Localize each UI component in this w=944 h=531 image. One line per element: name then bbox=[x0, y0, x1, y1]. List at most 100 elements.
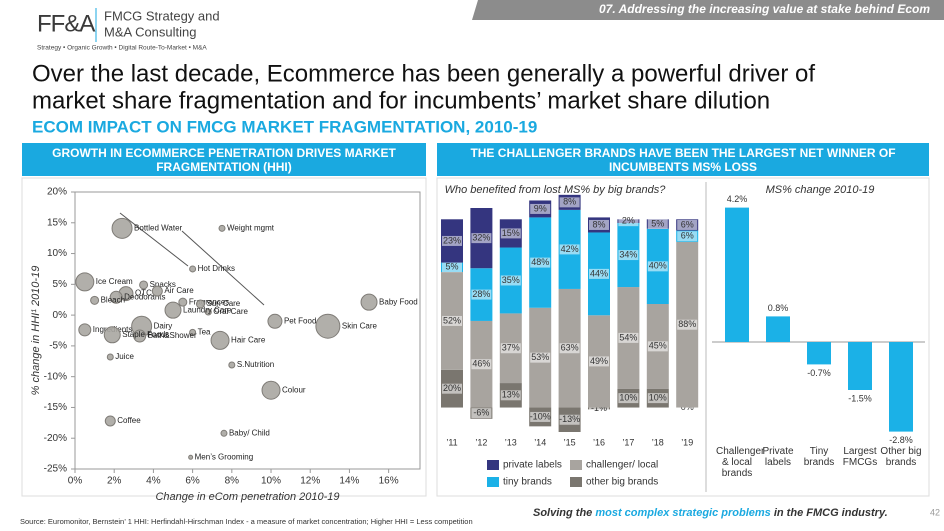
label-box bbox=[559, 244, 580, 255]
value-label: -13% bbox=[559, 414, 580, 424]
value-label: 49% bbox=[590, 356, 608, 366]
bubble-label: Bath&Shower bbox=[148, 331, 197, 340]
label-box bbox=[530, 257, 551, 268]
value-label: 32% bbox=[472, 232, 490, 242]
bubble-label: Juice bbox=[115, 352, 134, 361]
x-tick-label: 4% bbox=[146, 476, 161, 487]
tagline: Strategy • Organic Growth • Digital Rout… bbox=[37, 45, 207, 52]
bubble bbox=[228, 361, 236, 369]
value-label: 53% bbox=[531, 352, 549, 362]
y-axis-label: % change in HHI¹ 2010-19 bbox=[30, 266, 42, 396]
label-box bbox=[471, 359, 492, 370]
tagline-part: Solving the bbox=[533, 507, 595, 519]
bubble-label: Fragrances bbox=[189, 297, 229, 306]
value-label: 5% bbox=[445, 262, 458, 272]
subtitle: ECOM IMPACT ON FMCG MARKET FRAGMENTATION… bbox=[32, 117, 537, 136]
bubble bbox=[151, 285, 163, 297]
legend-swatch bbox=[570, 460, 582, 470]
bubble-label: OTC bbox=[135, 289, 152, 298]
label-box bbox=[677, 231, 698, 242]
bubble bbox=[220, 429, 228, 437]
value-label: 10% bbox=[649, 392, 667, 402]
y-tick-label: -25% bbox=[44, 464, 67, 475]
label-box bbox=[500, 343, 521, 354]
value-label: -10% bbox=[530, 411, 551, 421]
bubble-label: Hair Care bbox=[231, 335, 266, 344]
legend-label: other big brands bbox=[586, 477, 658, 488]
label-box bbox=[589, 219, 609, 230]
label-box bbox=[647, 261, 668, 272]
x-tick-label: ’13 bbox=[505, 437, 517, 447]
x-tick-label: ’15 bbox=[564, 437, 576, 447]
label-box bbox=[618, 332, 639, 343]
label-box bbox=[677, 319, 698, 330]
y-tick-label: 20% bbox=[47, 187, 67, 198]
value-label: 8% bbox=[563, 197, 576, 207]
bubble bbox=[261, 380, 281, 400]
bubble-label: Baby Food bbox=[379, 297, 418, 306]
value-label: 40% bbox=[649, 261, 667, 271]
label-box bbox=[559, 197, 580, 208]
value-label: 88% bbox=[678, 319, 696, 329]
label-box bbox=[530, 203, 551, 214]
bubble-label: Bottled Water bbox=[134, 223, 183, 232]
value-label: 48% bbox=[531, 257, 549, 267]
bubble bbox=[315, 313, 341, 339]
bubble bbox=[204, 308, 212, 316]
section-title: 07. Addressing the increasing value at s… bbox=[599, 2, 930, 16]
source: Source: Euromonitor, Bernstein’ 1 HHI: H… bbox=[20, 517, 473, 526]
value-label: 54% bbox=[619, 332, 637, 342]
bubble-label: S.Nutrition bbox=[237, 360, 274, 369]
y-tick-label: -10% bbox=[44, 371, 67, 382]
legend-swatch bbox=[570, 477, 582, 487]
label-box bbox=[442, 235, 462, 246]
value-label: 2% bbox=[622, 216, 635, 226]
bubble bbox=[189, 265, 197, 273]
left-panel bbox=[21, 177, 427, 497]
value-label: -0.7% bbox=[807, 368, 831, 378]
value-label: 13% bbox=[502, 390, 520, 400]
value-label: 0.8% bbox=[768, 303, 789, 313]
bubble-label: Snacks bbox=[150, 280, 176, 289]
bubble-label: Skin Care bbox=[342, 321, 378, 330]
label-box bbox=[618, 393, 639, 404]
bubble bbox=[139, 280, 149, 290]
bar bbox=[807, 342, 831, 365]
value-label: 35% bbox=[502, 275, 520, 285]
trend-line bbox=[181, 230, 265, 306]
bubble-label: Hot Drinks bbox=[198, 264, 235, 273]
value-label: 45% bbox=[649, 341, 667, 351]
x-tick-label: 0% bbox=[68, 476, 83, 487]
logo: FF&A bbox=[37, 10, 95, 37]
bar bbox=[725, 207, 749, 342]
x-tick-label: 10% bbox=[261, 476, 281, 487]
bar bbox=[889, 342, 913, 432]
legend-label: private labels bbox=[503, 460, 562, 471]
x-tick-label: 8% bbox=[225, 476, 240, 487]
label-box bbox=[618, 216, 639, 227]
y-tick-label: 5% bbox=[53, 279, 68, 290]
value-label: 46% bbox=[472, 359, 490, 369]
bubble-label: Colour bbox=[282, 385, 306, 394]
label-box bbox=[618, 250, 639, 261]
label-box bbox=[442, 315, 462, 326]
value-label: 10% bbox=[619, 392, 637, 402]
value-label: -6% bbox=[473, 408, 489, 418]
x-tick-label: 12% bbox=[300, 476, 320, 487]
footer-tagline: in the FMCG industry. bbox=[771, 507, 888, 519]
label-box bbox=[589, 356, 609, 367]
value-label: 9% bbox=[534, 203, 547, 213]
bubble-label: Bleach bbox=[101, 295, 125, 304]
section-banner bbox=[472, 0, 944, 20]
label-box bbox=[677, 219, 698, 230]
value-label: 6% bbox=[681, 231, 694, 241]
y-tick-label: -5% bbox=[49, 341, 67, 352]
legend-swatch bbox=[487, 460, 499, 470]
label-box bbox=[471, 289, 492, 300]
value-label: 5% bbox=[651, 218, 664, 228]
value-label: 63% bbox=[561, 343, 579, 353]
value-label: 8% bbox=[592, 219, 605, 229]
bubble bbox=[90, 295, 100, 305]
value-label: 42% bbox=[561, 244, 579, 254]
bubble-label: Weight mgmt bbox=[227, 223, 275, 232]
